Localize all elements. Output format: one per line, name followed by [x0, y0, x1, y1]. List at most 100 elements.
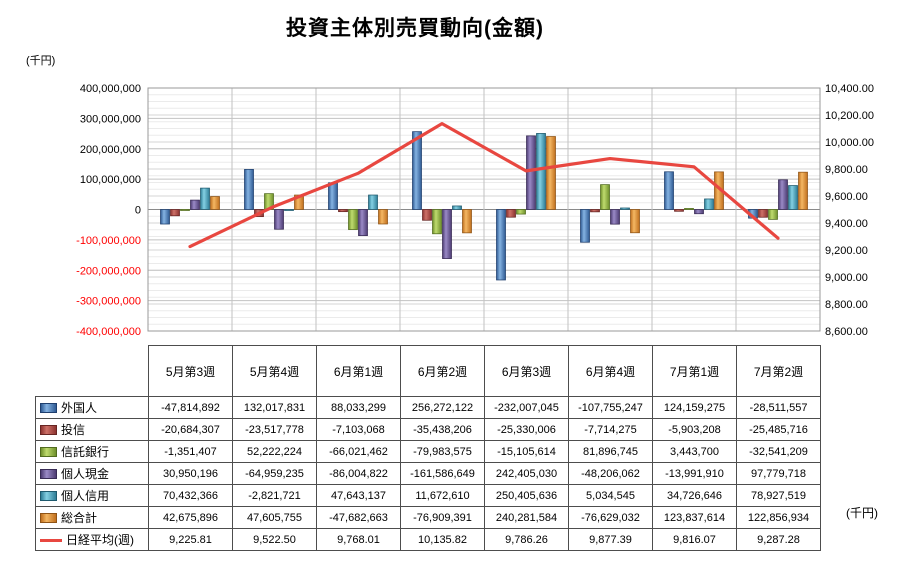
value-cell: -47,682,663	[316, 506, 401, 529]
bar-4	[788, 185, 798, 210]
right-axis-tick-label: 10,400.00	[825, 83, 874, 95]
bar-4	[704, 198, 714, 210]
value-cell: 250,405,636	[484, 484, 569, 507]
bar-3	[358, 209, 368, 236]
bar-5	[378, 209, 388, 225]
value-cell: -13,991,910	[652, 462, 737, 485]
bar-3	[610, 209, 620, 225]
right-axis-tick-label: 9,200.00	[825, 245, 868, 257]
line-marker-icon	[40, 539, 62, 542]
series-marker-icon	[40, 491, 57, 501]
series-marker-icon	[40, 469, 57, 479]
value-cell: -47,814,892	[148, 396, 233, 419]
legend-cell: 個人現金	[35, 462, 149, 485]
left-axis-unit-label: (千円)	[26, 55, 56, 67]
table-row: 個人信用 70,432,366 -2,821,721 47,643,137 11,672…	[35, 484, 821, 507]
legend-label: 個人現金	[61, 467, 110, 481]
value-cell: 97,779,718	[736, 462, 821, 485]
value-cell: -161,586,649	[400, 462, 485, 485]
left-axis-tick-label: 100,000,000	[80, 174, 141, 186]
left-axis-tick-label: 0	[135, 205, 141, 217]
value-cell: 52,222,224	[232, 440, 317, 463]
value-cell: -7,714,275	[568, 418, 653, 441]
data-table: 5月第3週 5月第4週 6月第1週 6月第2週 6月第3週 6月第4週 7月第1週 7月第2週…	[35, 345, 821, 551]
value-cell: -15,105,614	[484, 440, 569, 463]
legend-label: 個人信用	[61, 489, 110, 503]
value-cell: 47,643,137	[316, 484, 401, 507]
bar-5	[798, 171, 808, 210]
bar-1	[674, 209, 684, 212]
value-cell: 88,033,299	[316, 396, 401, 419]
bar-3	[526, 135, 536, 210]
bar-4	[200, 187, 210, 210]
bar-0	[664, 171, 674, 210]
value-cell: -1,351,407	[148, 440, 233, 463]
value-cell: 42,675,896	[148, 506, 233, 529]
table-row: 信託銀行 -1,351,407 52,222,224 -66,021,462 -79,9…	[35, 440, 821, 463]
category-header-cell: 5月第4週	[232, 345, 317, 397]
value-cell: -66,021,462	[316, 440, 401, 463]
value-cell: -232,007,045	[484, 396, 569, 419]
value-cell: 240,281,584	[484, 506, 569, 529]
value-cell: 9,768.01	[316, 528, 401, 551]
value-cell: -20,684,307	[148, 418, 233, 441]
right-axis-tick-label: 8,600.00	[825, 326, 868, 338]
value-cell: -107,755,247	[568, 396, 653, 419]
category-header-cell: 6月第2週	[400, 345, 485, 397]
combo-chart: 400,000,000 300,000,000 200,000,000 100,000…	[76, 83, 874, 338]
value-cell: 256,272,122	[400, 396, 485, 419]
value-cell: 3,443,700	[652, 440, 737, 463]
value-cell: 9,225.81	[148, 528, 233, 551]
bar-1	[170, 209, 180, 217]
value-cell: -32,541,209	[736, 440, 821, 463]
value-cell: -64,959,235	[232, 462, 317, 485]
bar-1	[338, 209, 348, 213]
table-row: 総合計 42,675,896 47,605,755 -47,682,663 -76,90…	[35, 506, 821, 529]
legend-cell: 投信	[35, 418, 149, 441]
bar-5	[462, 209, 472, 234]
bar-2	[768, 209, 778, 220]
bar-3	[442, 209, 452, 259]
value-cell: -48,206,062	[568, 462, 653, 485]
value-cell: 81,896,745	[568, 440, 653, 463]
value-cell: 132,017,831	[232, 396, 317, 419]
table-row: 個人現金 30,950,196 -64,959,235 -86,004,822 -161…	[35, 462, 821, 485]
bar-1	[758, 209, 768, 218]
left-axis-tick-label: -100,000,000	[76, 235, 141, 247]
left-axis-tick-label: 200,000,000	[80, 144, 141, 156]
table-row: 日経平均(週) 9,225.81 9,522.50 9,768.01 10,135.82…	[35, 528, 821, 551]
bar-3	[778, 179, 788, 210]
series-marker-icon	[40, 513, 57, 523]
right-axis-tick-label: 9,000.00	[825, 272, 868, 284]
value-cell: 124,159,275	[652, 396, 737, 419]
right-axis-unit-label: (千円)	[846, 506, 878, 520]
category-header-cell: 6月第4週	[568, 345, 653, 397]
bar-3	[190, 199, 200, 210]
bar-5	[210, 196, 220, 210]
bar-4	[620, 207, 630, 210]
right-axis-tick-label: 8,800.00	[825, 299, 868, 311]
bar-0	[412, 131, 422, 210]
value-cell: 34,726,646	[652, 484, 737, 507]
legend-label: 日経平均(週)	[66, 533, 134, 547]
right-axis-tick-label: 10,200.00	[825, 110, 874, 122]
left-axis-tick-label: -200,000,000	[76, 265, 141, 277]
category-header-cell: 6月第1週	[316, 345, 401, 397]
legend-label: 総合計	[61, 511, 98, 525]
value-cell: -86,004,822	[316, 462, 401, 485]
bar-0	[328, 182, 338, 210]
category-header-cell: 6月第3週	[484, 345, 569, 397]
value-cell: -23,517,778	[232, 418, 317, 441]
value-cell: 9,786.26	[484, 528, 569, 551]
nikkei-line	[188, 122, 780, 249]
legend-cell: 総合計	[35, 506, 149, 529]
bar-0	[496, 209, 506, 281]
value-cell: 9,816.07	[652, 528, 737, 551]
right-axis-tick-label: 10,000.00	[825, 137, 874, 149]
bar-1	[422, 209, 432, 221]
category-header-row: 5月第3週 5月第4週 6月第1週 6月第2週 6月第3週 6月第4週 7月第1週 7月第2週	[36, 345, 821, 397]
table-row: 外国人 -47,814,892 132,017,831 88,033,299 256,2…	[35, 396, 821, 419]
value-cell: 47,605,755	[232, 506, 317, 529]
bar-3	[694, 209, 704, 215]
legend-cell: 外国人	[35, 396, 149, 419]
